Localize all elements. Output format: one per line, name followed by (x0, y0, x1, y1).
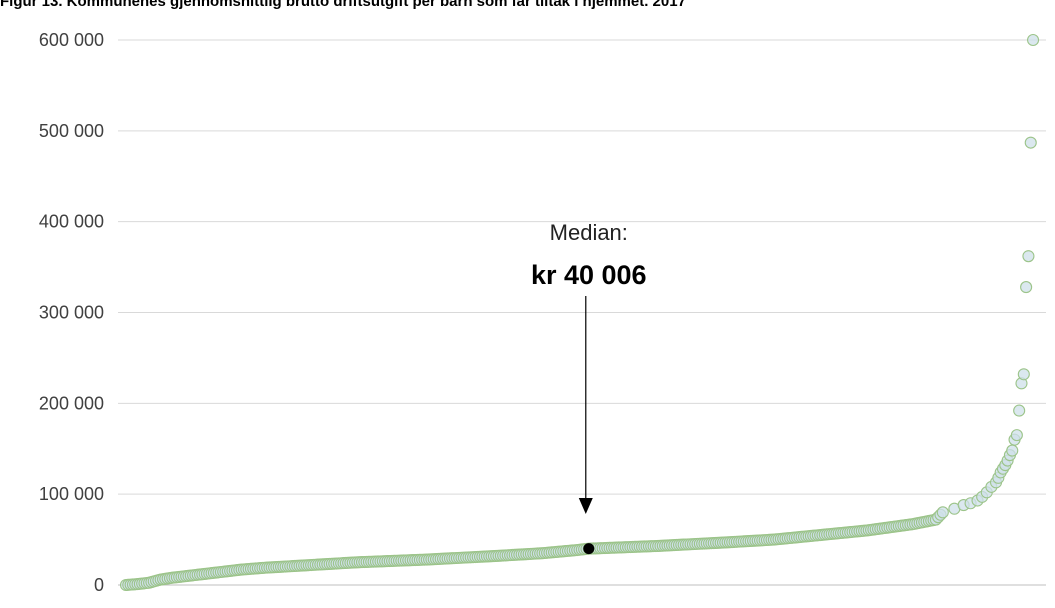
data-point (1017, 368, 1030, 381)
y-tick-label: 0 (94, 575, 104, 595)
data-point (1024, 136, 1037, 149)
median-point (583, 543, 595, 555)
median-annotation-label: Median: (550, 220, 628, 245)
data-points (119, 33, 1040, 592)
y-tick-label: 400 000 (39, 212, 104, 232)
y-tick-label: 500 000 (39, 121, 104, 141)
data-point (1022, 250, 1035, 263)
y-tick-label: 200 000 (39, 393, 104, 413)
data-point (936, 506, 949, 519)
data-point (1006, 444, 1019, 457)
y-tick-label: 300 000 (39, 303, 104, 323)
median-annotation: Median: kr 40 006 (531, 220, 647, 514)
data-point (1020, 281, 1033, 294)
gridlines (118, 39, 1046, 495)
y-tick-label: 100 000 (39, 484, 104, 504)
median-annotation-value: kr 40 006 (531, 260, 647, 290)
chart-title: Figur 13. Kommunenes gjennomsnittlig bru… (0, 0, 686, 10)
y-tick-label: 600 000 (39, 30, 104, 50)
median-arrow-head (578, 498, 593, 514)
data-point (1010, 429, 1023, 442)
y-axis-tick-labels: 0 100 000 200 000 300 000 400 000 500 000 600 … (39, 30, 104, 595)
data-point (1027, 33, 1040, 47)
data-point (1013, 404, 1026, 417)
